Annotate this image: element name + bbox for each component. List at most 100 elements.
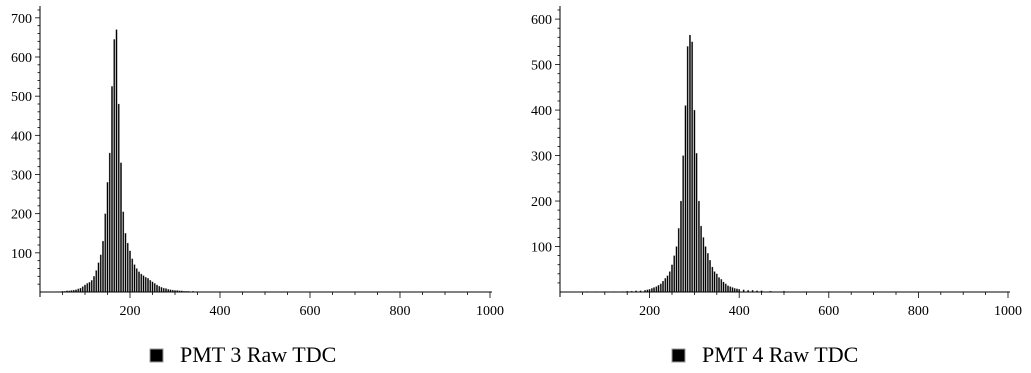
histogram-bar bbox=[113, 39, 116, 293]
histogram-bar bbox=[99, 254, 102, 293]
histogram-bar bbox=[147, 278, 149, 293]
histogram-bar bbox=[151, 281, 154, 293]
histogram-bar bbox=[156, 284, 158, 293]
histogram-bar bbox=[158, 285, 161, 293]
histogram-bar bbox=[724, 283, 727, 293]
chart-panel-pmt3: 200 400 600 800 1000 100 200 300 400 500 600 700 PMT… bbox=[0, 0, 515, 368]
histogram-bar bbox=[79, 287, 82, 293]
histogram-bar bbox=[106, 182, 109, 293]
histogram-bar bbox=[671, 264, 673, 293]
legend: PMT 3 Raw TDC bbox=[149, 342, 336, 367]
histogram-bar bbox=[689, 34, 691, 293]
y-tick-label: 300 bbox=[11, 169, 32, 184]
histogram-bar bbox=[673, 255, 676, 293]
histogram-bar bbox=[691, 41, 694, 293]
legend-label: PMT 4 Raw TDC bbox=[702, 342, 858, 367]
x-tick-label: 600 bbox=[300, 304, 321, 319]
legend-label: PMT 3 Raw TDC bbox=[180, 342, 336, 367]
histogram-bar bbox=[718, 277, 720, 293]
y-tick-label: 300 bbox=[531, 150, 552, 165]
histogram-bar bbox=[90, 280, 93, 293]
histogram-bar bbox=[722, 281, 725, 293]
histogram-bar bbox=[657, 285, 660, 293]
histogram-bar bbox=[727, 285, 729, 293]
histogram-bar bbox=[653, 287, 655, 293]
y-tick-label: 100 bbox=[531, 241, 552, 256]
histogram-bar bbox=[111, 86, 113, 293]
histogram-bar bbox=[93, 276, 95, 293]
histogram-bar bbox=[81, 286, 84, 293]
histogram-bar bbox=[729, 286, 732, 293]
histogram-bar bbox=[720, 279, 723, 293]
histogram-bar bbox=[95, 270, 98, 293]
histogram-bar bbox=[84, 284, 86, 293]
bars bbox=[57, 29, 266, 293]
y-tick-label: 200 bbox=[11, 208, 32, 223]
histogram-bar bbox=[133, 264, 136, 293]
histogram-bar bbox=[102, 240, 104, 293]
histogram-bar bbox=[126, 242, 129, 293]
x-tick-label: 800 bbox=[390, 304, 411, 319]
histogram-bar bbox=[702, 237, 705, 293]
histogram-bar bbox=[122, 211, 125, 293]
x-tick-label: 200 bbox=[120, 304, 141, 319]
histogram-bar bbox=[697, 200, 700, 293]
y-tick-label: 600 bbox=[11, 51, 32, 66]
histogram-bar bbox=[715, 273, 718, 293]
histogram-pmt4: 200 400 600 800 1000 100 200 300 400 500 600 PMT 4 … bbox=[531, 6, 1022, 367]
histogram-bar bbox=[733, 288, 736, 293]
y-tick-label: 500 bbox=[531, 59, 552, 74]
histogram-bar bbox=[129, 250, 131, 293]
legend: PMT 4 Raw TDC bbox=[671, 342, 858, 367]
histogram-bar bbox=[135, 268, 138, 293]
histogram-bar bbox=[117, 103, 120, 293]
x-tick-label: 400 bbox=[210, 304, 231, 319]
histogram-bar bbox=[700, 225, 702, 293]
histogram-bar bbox=[165, 288, 167, 293]
histogram-bar bbox=[680, 200, 682, 293]
histogram-bar bbox=[142, 275, 145, 293]
histogram-bar bbox=[88, 282, 91, 293]
histogram-bar bbox=[704, 246, 707, 293]
x-tick-label: 200 bbox=[639, 304, 660, 319]
y-tick-label: 400 bbox=[531, 104, 552, 119]
histogram-bar bbox=[682, 155, 685, 293]
histogram-bar bbox=[144, 276, 147, 293]
histogram-bar bbox=[675, 246, 678, 293]
y-tick-label: 200 bbox=[531, 195, 552, 210]
histogram-bar bbox=[709, 260, 711, 293]
histogram-bar bbox=[108, 152, 111, 293]
x-tick-label: 1000 bbox=[476, 304, 504, 319]
histogram-bar bbox=[713, 271, 716, 293]
y-tick-label: 400 bbox=[11, 129, 32, 144]
y-tick-label: 700 bbox=[11, 12, 32, 27]
chart-panel-pmt4: 200 400 600 800 1000 100 200 300 400 500 600 PMT 4 … bbox=[516, 0, 1031, 368]
y-tick-label: 600 bbox=[531, 13, 552, 28]
histogram-bar bbox=[666, 275, 669, 293]
histogram-bar bbox=[706, 253, 709, 293]
histogram-bar bbox=[664, 278, 667, 293]
x-tick-label: 1000 bbox=[994, 304, 1022, 319]
histogram-bar bbox=[153, 283, 156, 293]
histogram-bar bbox=[160, 287, 163, 293]
histogram-bar bbox=[686, 46, 689, 293]
histogram-bar bbox=[693, 109, 696, 293]
histogram-bar bbox=[104, 213, 107, 293]
bars bbox=[586, 34, 830, 293]
legend-swatch bbox=[671, 348, 686, 363]
x-tick-label: 400 bbox=[729, 304, 750, 319]
histogram-bar bbox=[662, 280, 664, 293]
histogram-bar bbox=[138, 271, 140, 293]
histogram-bar bbox=[684, 105, 687, 293]
histogram-bar bbox=[97, 262, 100, 293]
histogram-bar bbox=[711, 266, 714, 293]
histogram-bar bbox=[659, 283, 662, 293]
histogram-bar bbox=[650, 288, 653, 293]
histogram-bar bbox=[695, 153, 698, 293]
histogram-bar bbox=[131, 258, 134, 293]
x-tick-label: 800 bbox=[908, 304, 929, 319]
histogram-bar bbox=[124, 233, 127, 293]
histogram-bar bbox=[115, 29, 118, 293]
histogram-bar bbox=[120, 162, 122, 293]
histogram-pmt3: 200 400 600 800 1000 100 200 300 400 500 600 700 PMT… bbox=[11, 6, 504, 367]
